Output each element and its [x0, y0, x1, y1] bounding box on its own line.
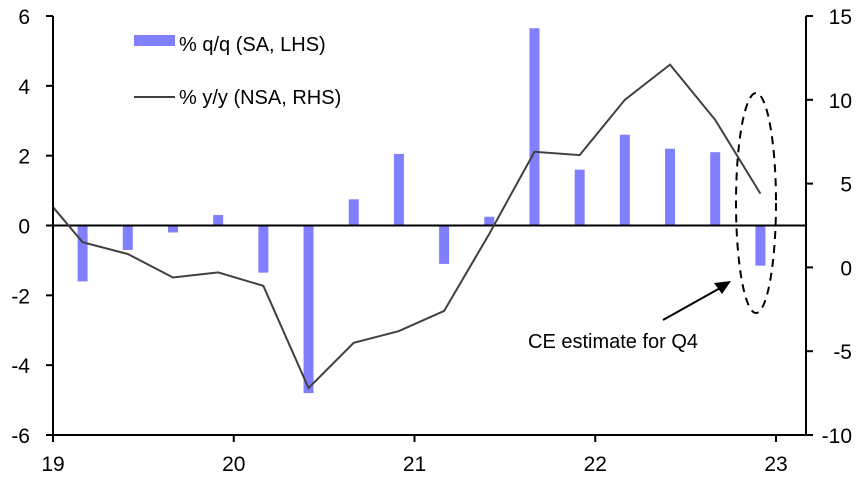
bar — [665, 148, 676, 226]
right-tick-label: 15 — [829, 6, 852, 29]
bar — [348, 199, 359, 226]
bar — [122, 225, 133, 250]
right-tick-label: -10 — [822, 425, 852, 448]
bar — [167, 225, 178, 233]
left-tick-label: 2 — [18, 146, 30, 169]
bar — [755, 225, 766, 266]
left-tick-label: -2 — [11, 285, 30, 308]
legend-label-yy: % y/y (NSA, RHS) — [179, 87, 341, 109]
bar — [77, 225, 88, 282]
bar — [393, 153, 404, 226]
right-tick-label: 5 — [840, 174, 852, 197]
bar — [619, 134, 630, 226]
right-tick-label: 0 — [840, 257, 852, 280]
x-tick-label: 20 — [222, 453, 245, 476]
left-tick-label: -6 — [11, 425, 30, 448]
right-y-axis: -10 -5 0 5 10 15 — [805, 6, 852, 448]
annotation-arrow-line — [662, 286, 723, 321]
estimate-highlight-ellipse — [735, 92, 777, 314]
annotation: CE estimate for Q4 — [528, 92, 777, 353]
x-tick-label: 22 — [584, 453, 607, 476]
bar — [710, 152, 721, 226]
bar — [439, 225, 450, 264]
bar — [574, 169, 585, 226]
bars-group — [77, 28, 766, 394]
annotation-text: CE estimate for Q4 — [528, 331, 698, 353]
bar — [258, 225, 269, 273]
left-y-axis: -6 -4 -2 0 2 4 6 — [11, 6, 54, 448]
bar — [529, 28, 540, 226]
left-tick-label: 4 — [18, 76, 30, 99]
left-tick-label: -4 — [11, 355, 30, 378]
x-tick-label: 21 — [403, 453, 426, 476]
legend: % q/q (SA, LHS) % y/y (NSA, RHS) — [134, 34, 341, 109]
legend-swatch-qq — [134, 35, 175, 46]
right-tick-label: 10 — [829, 90, 852, 113]
left-tick-label: 0 — [18, 216, 30, 239]
bar — [484, 216, 495, 226]
left-tick-label: 6 — [18, 6, 30, 29]
x-tick-label: 23 — [764, 453, 787, 476]
bar — [303, 225, 314, 394]
x-axis: 19 20 21 22 23 — [41, 434, 806, 476]
legend-label-qq: % q/q (SA, LHS) — [179, 34, 326, 56]
yy-series-line — [52, 63, 762, 390]
annotation-arrow-head — [714, 281, 731, 294]
right-tick-label: -5 — [833, 341, 852, 364]
bar — [213, 215, 224, 226]
x-tick-label: 19 — [41, 453, 64, 476]
